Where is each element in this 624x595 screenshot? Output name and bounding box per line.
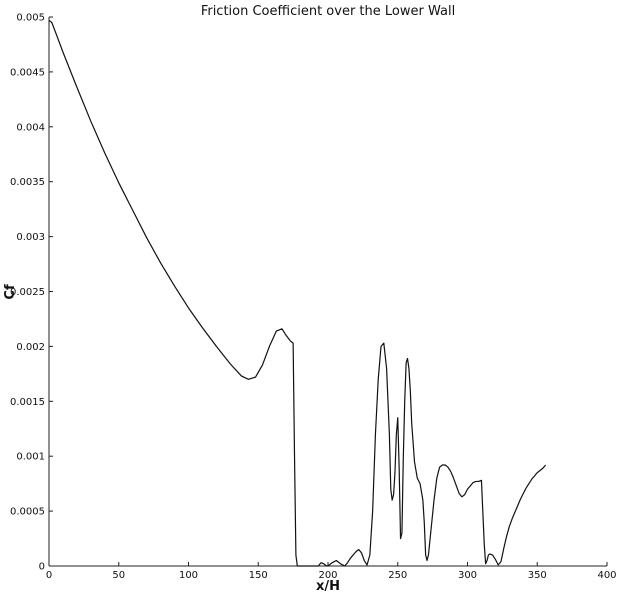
y-tick-label: 0.0015 <box>10 397 45 408</box>
y-axis-label: Cf <box>3 284 18 300</box>
x-tick-label: 0 <box>46 570 52 581</box>
x-tick-label: 100 <box>179 570 198 581</box>
y-tick-label: 0.003 <box>16 232 45 243</box>
y-axis: 0 0.0005 0.001 0.0015 0.002 0.0025 0.003 0.0035… <box>10 13 53 573</box>
y-tick-label: 0.0025 <box>10 287 45 298</box>
x-tick-label: 250 <box>388 570 407 581</box>
x-tick-label: 350 <box>528 570 547 581</box>
x-tick-label: 50 <box>112 570 125 581</box>
chart-title: Friction Coefficient over the Lower Wall <box>201 4 455 19</box>
y-tick-label: 0.0045 <box>10 67 45 78</box>
x-tick-label: 300 <box>458 570 477 581</box>
x-tick-label: 150 <box>249 570 268 581</box>
y-tick-label: 0.004 <box>16 122 45 133</box>
y-tick-label: 0.0005 <box>10 507 45 518</box>
y-tick-label: 0.002 <box>16 342 45 353</box>
series-group <box>48 19 547 567</box>
x-axis-label: x/H <box>316 579 340 594</box>
y-tick-label: 0.001 <box>16 452 45 463</box>
y-tick-label: 0 <box>39 562 45 573</box>
y-tick-label: 0.0035 <box>10 177 45 188</box>
x-tick-label: 400 <box>597 570 616 581</box>
cf-series-line <box>48 19 547 567</box>
y-tick-label: 0.005 <box>16 13 45 24</box>
x-tick-label: 200 <box>318 570 337 581</box>
